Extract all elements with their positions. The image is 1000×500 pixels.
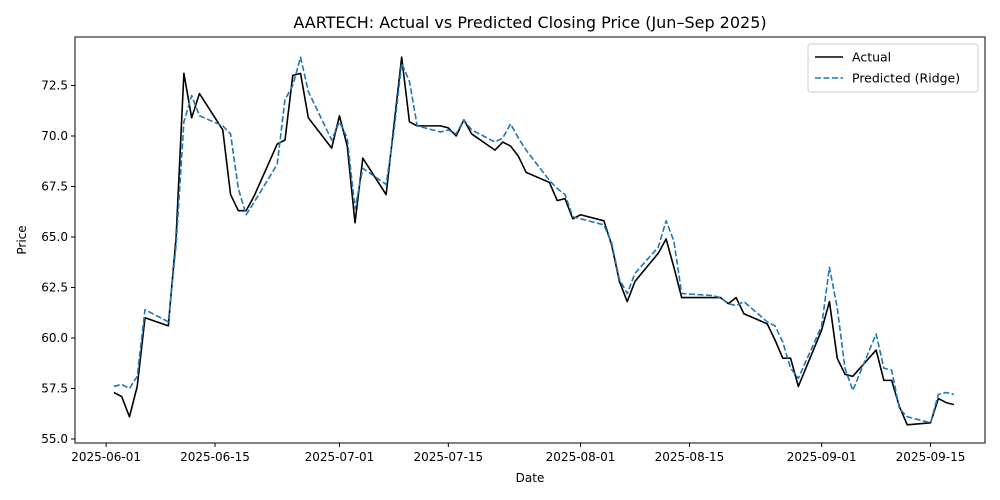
x-axis-title: Date [516, 471, 545, 485]
x-tick-label: 2025-08-15 [655, 450, 725, 464]
series-layer [113, 56, 955, 426]
legend-frame [807, 43, 979, 93]
y-tick-label: 72.5 [41, 78, 68, 92]
y-tick-label: 60.0 [41, 331, 68, 345]
y-axis: 55.0 57.5 60.0 62.5 65.0 67.5 70.0 72.5 [41, 78, 75, 446]
series-line-predicted [113, 56, 955, 424]
x-tick-label: 2025-08-01 [546, 450, 616, 464]
legend-label-predicted: Predicted (Ridge) [852, 71, 960, 86]
y-tick-label: 65.0 [41, 230, 68, 244]
x-tick-label: 2025-09-01 [787, 450, 857, 464]
y-tick-label: 62.5 [41, 280, 68, 294]
plot-area-frame [74, 36, 986, 444]
x-tick-label: 2025-06-15 [180, 450, 250, 464]
x-tick-label: 2025-07-15 [413, 450, 483, 464]
x-tick-label: 2025-07-01 [305, 450, 375, 464]
chart-title: AARTECH: Actual vs Predicted Closing Pri… [293, 13, 766, 32]
y-axis-title: Price [15, 225, 29, 254]
y-tick-label: 67.5 [41, 179, 68, 193]
x-tick-label: 2025-06-01 [71, 450, 141, 464]
x-axis: 2025-06-01 2025-06-15 2025-07-01 2025-07-15… [71, 443, 965, 464]
legend-label-actual: Actual [852, 50, 891, 65]
y-tick-label: 70.0 [41, 129, 68, 143]
x-tick-label: 2025-09-15 [896, 450, 966, 464]
y-tick-label: 55.0 [41, 432, 68, 446]
legend: Actual Predicted (Ridge) [807, 43, 979, 93]
y-tick-label: 57.5 [41, 381, 68, 395]
